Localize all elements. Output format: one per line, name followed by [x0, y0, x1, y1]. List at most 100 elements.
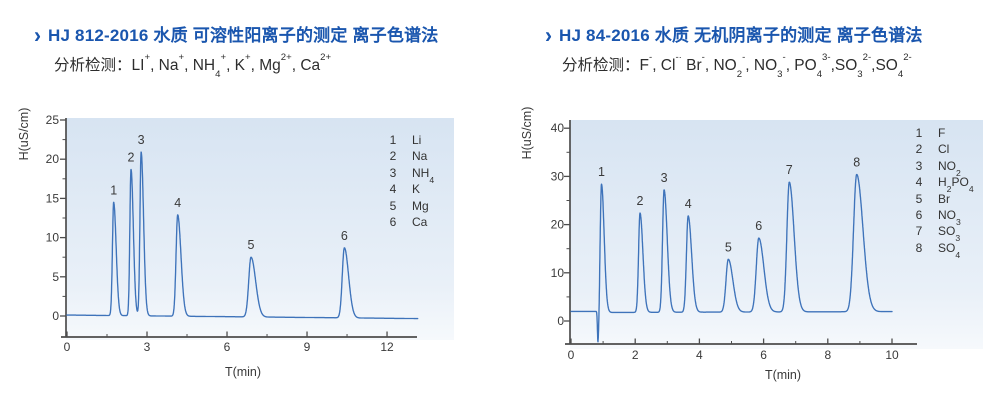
legend-peak-number: 4 [389, 182, 397, 197]
y-tick-label: 15 [46, 191, 60, 205]
y-tick-label: 0 [557, 314, 564, 328]
peak-label-4: 4 [685, 197, 692, 211]
legend-ion-label: Na [412, 149, 428, 164]
panel-cations: › HJ 812-2016 水质 可溶性阳离子的测定 离子色谱法 分析检测：LI… [17, 23, 454, 379]
anion-peak-legend: 1 F 2 Cl 3 NO2 4 H2PO4 5 Br 6 NO3 7 SO3 8 SO4 [912, 125, 974, 260]
legend-ion-label: H2PO4 [938, 175, 974, 195]
y-tick-label: 10 [551, 266, 565, 280]
y-tick-label: 20 [46, 152, 60, 166]
x-axis-title: T(min) [765, 368, 801, 382]
standard-title: HJ 84-2016 水质 无机阴离子的测定 离子色谱法 [559, 26, 923, 45]
peak-label-3: 3 [138, 133, 145, 147]
x-tick-label: 0 [64, 340, 71, 354]
legend-item: 5 Br [912, 191, 974, 207]
legend-item: 2 Na [386, 148, 434, 164]
peak-label-4: 4 [174, 196, 181, 210]
standard-title: HJ 812-2016 水质 可溶性阳离子的测定 离子色谱法 [48, 26, 439, 45]
legend-peak-number: 3 [389, 165, 397, 180]
legend-peak-number: 1 [915, 126, 923, 140]
y-tick-label: 40 [551, 121, 565, 135]
legend-ion-label: Ca [412, 214, 428, 229]
peak-label-5: 5 [725, 240, 732, 254]
y-tick-label: 0 [52, 309, 59, 323]
legend-item: 3 NH4 [386, 165, 435, 185]
analytes-prefix: 分析检测： [54, 57, 132, 74]
peak-label-5: 5 [248, 238, 255, 252]
x-axis-title: T(min) [225, 365, 261, 379]
cation-peak-legend: 1 Li 2 Na 3 NH4 4 K 5 Mg 6 Ca [386, 132, 434, 230]
legend-peak-number: 3 [915, 158, 923, 173]
peak-label-2: 2 [637, 194, 644, 208]
chevron-icon: › [545, 23, 552, 48]
y-tick-label: 5 [52, 270, 59, 284]
y-tick-label: 30 [551, 169, 565, 183]
legend-ion-label: NO3 [938, 207, 961, 227]
legend-item: 4 H2PO4 [912, 174, 974, 195]
x-tick-label: 4 [696, 348, 703, 362]
x-tick-label: 3 [144, 340, 151, 354]
legend-ion-label: Cl [938, 142, 950, 157]
analytes-line: 分析检测：F-, Cl-· Br-, NO2-, NO3-, PO43-,SO3… [562, 51, 912, 80]
x-tick-label: 6 [760, 348, 767, 362]
legend-item: 6 Ca [386, 214, 434, 230]
peak-label-3: 3 [661, 171, 668, 185]
plot-background [66, 118, 454, 340]
legend-ion-label: Br [938, 191, 950, 206]
x-tick-label: 12 [380, 340, 394, 354]
x-tick-label: 2 [632, 348, 639, 362]
analytes-line: 分析检测：LI+, Na+, NH4+, K+, Mg2+, Ca2+ [54, 51, 332, 80]
x-tick-label: 10 [885, 348, 899, 362]
legend-ion-label: SO3 [938, 224, 961, 244]
chromatogram-trace [66, 151, 419, 320]
x-tick-label: 6 [224, 340, 231, 354]
peak-label-7: 7 [786, 163, 793, 177]
legend-peak-number: 8 [915, 240, 923, 255]
legend-item: 7 SO3 [912, 223, 974, 244]
peak-label-6: 6 [755, 219, 762, 233]
legend-ion-label: Li [412, 133, 422, 147]
x-tick-label: 8 [824, 348, 831, 362]
y-axis-title: H(uS/cm) [17, 108, 31, 161]
legend-item: 5 Mg [386, 198, 434, 214]
legend-peak-number: 6 [389, 214, 397, 229]
legend-peak-number: 7 [915, 224, 923, 239]
y-axis-title: H(uS/cm) [520, 107, 534, 160]
legend-peak-number: 5 [389, 198, 397, 213]
legend-item: 1 Li [386, 132, 434, 148]
legend-peak-number: 1 [389, 133, 397, 147]
peak-label-1: 1 [110, 183, 117, 197]
legend-peak-number: 5 [915, 191, 923, 206]
legend-item: 8 SO4 [912, 240, 974, 260]
legend-ion-label: NH4 [412, 165, 435, 185]
legend-peak-number: 4 [915, 175, 923, 190]
legend-peak-number: 6 [915, 207, 923, 222]
legend-ion-label: SO4 [938, 240, 961, 260]
x-tick-label: 9 [304, 340, 311, 354]
peak-label-6: 6 [341, 229, 348, 243]
peak-label-8: 8 [853, 155, 860, 169]
legend-item: 6 NO3 [912, 207, 974, 227]
analytes-ions: LI+, Na+, NH4+, K+, Mg2+, Ca2+ [131, 51, 332, 80]
legend-peak-number: 2 [389, 149, 397, 164]
panel-anions: › HJ 84-2016 水质 无机阴离子的测定 离子色谱法 分析检测：F-, … [500, 0, 1000, 414]
chromatogram-trace [570, 173, 893, 343]
section-header: › HJ 84-2016 水质 无机阴离子的测定 离子色谱法 [545, 23, 923, 48]
legend-item: 3 NO2 [912, 158, 974, 178]
y-tick-label: 10 [46, 231, 60, 245]
peak-label-2: 2 [128, 150, 135, 164]
analytes-prefix: 分析检测： [562, 57, 640, 74]
chevron-icon: › [34, 23, 41, 48]
legend-ion-label: NO2 [938, 158, 961, 178]
section-header: › HJ 812-2016 水质 可溶性阳离子的测定 离子色谱法 [34, 23, 439, 48]
legend-ion-label: Mg [412, 198, 429, 213]
legend-ion-label: F [938, 126, 946, 140]
y-tick-label: 20 [551, 218, 565, 232]
y-tick-label: 25 [46, 113, 60, 127]
analytes-ions: F-, Cl-· Br-, NO2-, NO3-, PO43-,SO32-,SO… [639, 51, 912, 80]
x-tick-label: 0 [568, 348, 575, 362]
